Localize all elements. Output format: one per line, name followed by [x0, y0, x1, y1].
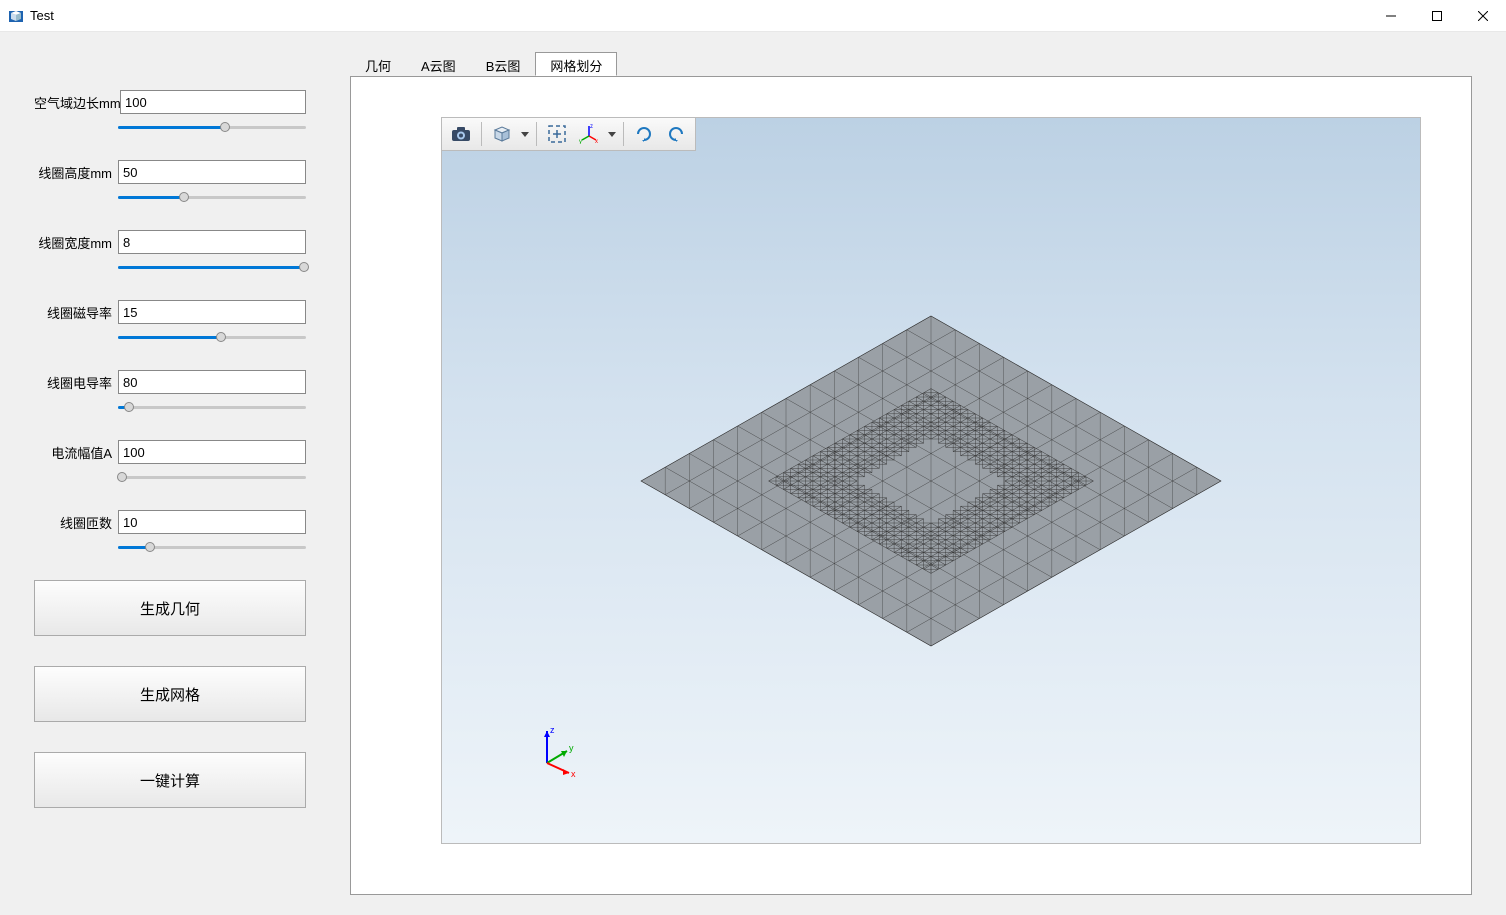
- param-input[interactable]: [118, 230, 306, 254]
- param-row: 线圈宽度mm: [34, 230, 306, 274]
- 3d-canvas[interactable]: z y x: [441, 117, 1421, 844]
- tab[interactable]: A云图: [406, 52, 471, 76]
- axis-orient-icon[interactable]: z x y: [574, 120, 604, 148]
- param-label: 线圈宽度mm: [34, 233, 112, 252]
- param-label: 空气域边长mm: [34, 93, 114, 112]
- rotate-ccw-icon[interactable]: [661, 120, 691, 148]
- param-input[interactable]: [118, 510, 306, 534]
- param-slider[interactable]: [118, 540, 306, 554]
- viewport-toolbar: z x y: [441, 117, 696, 151]
- param-slider[interactable]: [118, 400, 306, 414]
- param-row: 空气域边长mm: [34, 90, 306, 134]
- svg-text:y: y: [579, 139, 582, 144]
- param-slider[interactable]: [118, 190, 306, 204]
- view-cube-dropdown[interactable]: [519, 132, 531, 137]
- titlebar: Test: [0, 0, 1506, 32]
- svg-text:z: z: [590, 124, 593, 130]
- param-slider[interactable]: [118, 260, 306, 274]
- param-input[interactable]: [120, 90, 306, 114]
- param-label: 线圈电导率: [34, 373, 112, 392]
- param-row: 线圈磁导率: [34, 300, 306, 344]
- tab[interactable]: 几何: [350, 52, 406, 76]
- param-slider[interactable]: [118, 120, 306, 134]
- param-label: 线圈高度mm: [34, 163, 112, 182]
- param-input[interactable]: [118, 300, 306, 324]
- close-button[interactable]: [1460, 0, 1506, 32]
- rotate-cw-icon[interactable]: [629, 120, 659, 148]
- viewport-frame: z y x z x y: [350, 76, 1472, 895]
- tab[interactable]: B云图: [471, 52, 536, 76]
- param-slider[interactable]: [118, 330, 306, 344]
- minimize-button[interactable]: [1368, 0, 1414, 32]
- axis-triad: z y x: [517, 723, 577, 783]
- param-input[interactable]: [118, 160, 306, 184]
- window-title: Test: [30, 8, 1368, 23]
- generate-geometry-button[interactable]: 生成几何: [34, 580, 306, 636]
- generate-mesh-button[interactable]: 生成网格: [34, 666, 306, 722]
- snapshot-icon[interactable]: [446, 120, 476, 148]
- param-label: 电流幅值A: [34, 443, 112, 462]
- param-slider[interactable]: [118, 470, 306, 484]
- fit-view-icon[interactable]: [542, 120, 572, 148]
- param-input[interactable]: [118, 370, 306, 394]
- param-row: 线圈高度mm: [34, 160, 306, 204]
- param-row: 线圈电导率: [34, 370, 306, 414]
- compute-button[interactable]: 一键计算: [34, 752, 306, 808]
- maximize-button[interactable]: [1414, 0, 1460, 32]
- app-icon: [8, 8, 24, 24]
- param-input[interactable]: [118, 440, 306, 464]
- svg-text:x: x: [571, 769, 576, 779]
- view-cube-icon[interactable]: [487, 120, 517, 148]
- param-label: 线圈匝数: [34, 513, 112, 532]
- svg-text:x: x: [595, 139, 598, 144]
- param-row: 线圈匝数: [34, 510, 306, 554]
- svg-text:z: z: [550, 725, 555, 735]
- mesh-visualization: [631, 306, 1231, 656]
- parameter-panel: 空气域边长mm 线圈高度mm 线圈宽度mm 线圈磁导率线圈电导率电流幅值A 线圈匝数 生…: [0, 32, 340, 915]
- param-label: 线圈磁导率: [34, 303, 112, 322]
- param-row: 电流幅值A: [34, 440, 306, 484]
- svg-text:y: y: [569, 743, 574, 753]
- tab-bar: 几何A云图B云图网格划分: [350, 52, 1472, 76]
- axis-orient-dropdown[interactable]: [606, 132, 618, 137]
- tab[interactable]: 网格划分: [535, 52, 617, 76]
